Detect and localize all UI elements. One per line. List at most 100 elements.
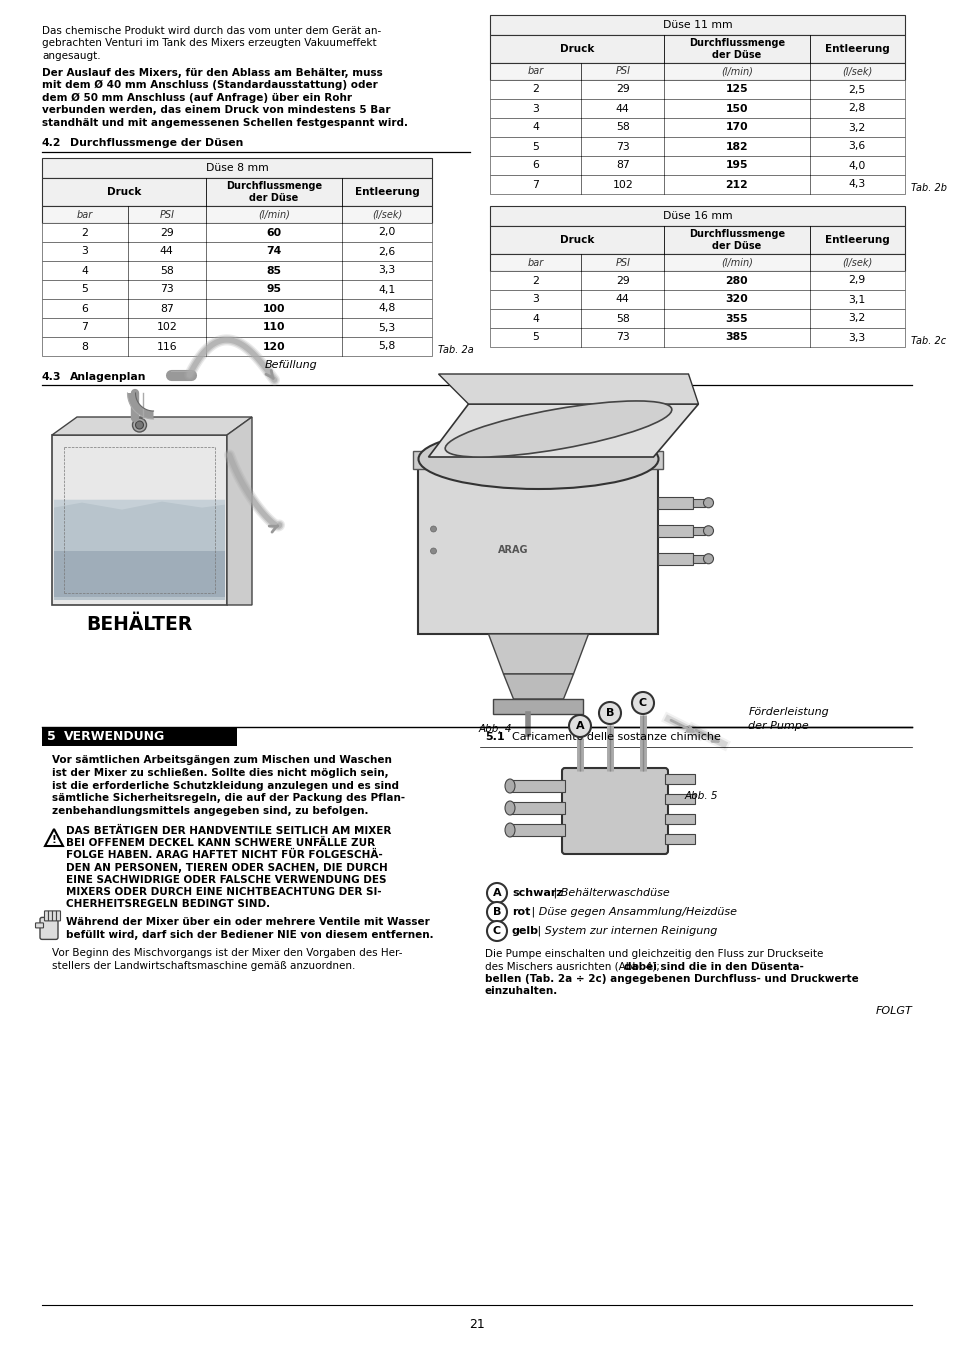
Bar bbox=[42, 207, 432, 223]
Text: 3,6: 3,6 bbox=[848, 142, 865, 151]
Text: 125: 125 bbox=[725, 85, 747, 94]
Bar bbox=[658, 525, 693, 537]
Text: 3,1: 3,1 bbox=[848, 294, 865, 305]
Text: (l/sek): (l/sek) bbox=[841, 258, 871, 267]
Polygon shape bbox=[488, 634, 588, 674]
Bar bbox=[490, 35, 904, 63]
Text: 212: 212 bbox=[725, 180, 747, 189]
Circle shape bbox=[132, 418, 147, 432]
Text: 195: 195 bbox=[725, 161, 747, 170]
Bar bbox=[510, 802, 564, 814]
Bar bbox=[490, 99, 904, 117]
Text: BEHÄLTER: BEHÄLTER bbox=[87, 616, 193, 634]
FancyBboxPatch shape bbox=[56, 911, 60, 921]
FancyBboxPatch shape bbox=[52, 911, 56, 921]
Text: 3,2: 3,2 bbox=[848, 313, 865, 324]
Bar bbox=[490, 290, 904, 309]
Text: 2,5: 2,5 bbox=[848, 85, 865, 94]
Text: (l/min): (l/min) bbox=[720, 66, 752, 77]
Bar bbox=[658, 497, 693, 509]
Bar bbox=[490, 254, 904, 271]
Text: 87: 87 bbox=[616, 161, 629, 170]
Ellipse shape bbox=[445, 401, 671, 458]
Bar bbox=[42, 158, 432, 178]
Text: FOLGE HABEN. ARAG HAFTET NICHT FÜR FOLGESCHÄ-: FOLGE HABEN. ARAG HAFTET NICHT FÜR FOLGE… bbox=[66, 850, 382, 860]
Text: Durchflussmenge der Düsen: Durchflussmenge der Düsen bbox=[70, 138, 243, 148]
Ellipse shape bbox=[504, 824, 515, 837]
FancyBboxPatch shape bbox=[49, 911, 52, 921]
Text: 87: 87 bbox=[160, 304, 173, 313]
Text: 120: 120 bbox=[262, 342, 285, 351]
Text: FOLGT: FOLGT bbox=[874, 1007, 911, 1017]
Polygon shape bbox=[493, 699, 583, 714]
Text: 4,8: 4,8 bbox=[378, 304, 395, 313]
Text: (l/sek): (l/sek) bbox=[841, 66, 871, 77]
Text: 110: 110 bbox=[262, 323, 285, 332]
Text: Caricamento delle sostanze chimiche: Caricamento delle sostanze chimiche bbox=[512, 732, 720, 742]
Text: CHERHEITSREGELN BEDINGT SIND.: CHERHEITSREGELN BEDINGT SIND. bbox=[66, 899, 270, 909]
Text: VERWENDUNG: VERWENDUNG bbox=[64, 730, 165, 744]
Text: Entleerung: Entleerung bbox=[355, 188, 419, 197]
Text: B: B bbox=[605, 707, 614, 718]
Text: DEN AN PERSONEN, TIEREN ODER SACHEN, DIE DURCH: DEN AN PERSONEN, TIEREN ODER SACHEN, DIE… bbox=[66, 863, 387, 872]
Text: 5: 5 bbox=[81, 285, 89, 294]
Text: 4,0: 4,0 bbox=[848, 161, 865, 170]
Text: (l/min): (l/min) bbox=[258, 209, 290, 220]
Text: 74: 74 bbox=[266, 247, 281, 256]
Bar bbox=[490, 63, 904, 80]
Text: | Behälterwaschdüse: | Behälterwaschdüse bbox=[550, 888, 670, 898]
Text: 4.2: 4.2 bbox=[42, 138, 61, 148]
Text: 58: 58 bbox=[616, 123, 629, 132]
Bar bbox=[42, 178, 432, 207]
Polygon shape bbox=[503, 674, 573, 699]
Text: Düse 8 mm: Düse 8 mm bbox=[206, 163, 268, 173]
FancyBboxPatch shape bbox=[52, 435, 227, 605]
Bar bbox=[658, 552, 693, 564]
Bar bbox=[42, 728, 236, 747]
Bar bbox=[42, 319, 432, 338]
Text: (l/sek): (l/sek) bbox=[372, 209, 402, 220]
Text: Abb. 4: Abb. 4 bbox=[478, 724, 512, 734]
Text: 2,0: 2,0 bbox=[378, 228, 395, 238]
Text: 4,3: 4,3 bbox=[848, 180, 865, 189]
Text: 385: 385 bbox=[725, 332, 747, 343]
Text: A: A bbox=[575, 721, 583, 730]
Text: C: C bbox=[493, 926, 500, 936]
Bar bbox=[490, 271, 904, 290]
Text: Anlagenplan: Anlagenplan bbox=[70, 373, 147, 382]
Bar bbox=[42, 338, 432, 356]
Bar bbox=[490, 225, 904, 254]
Text: Durchflussmenge
der Düse: Durchflussmenge der Düse bbox=[688, 228, 784, 251]
Text: Das chemische Produkt wird durch das vom unter dem Gerät an-: Das chemische Produkt wird durch das vom… bbox=[42, 26, 381, 36]
Text: bellen (Tab. 2a ÷ 2c) angegebenen Durchfluss- und Druckwerte: bellen (Tab. 2a ÷ 2c) angegebenen Durchf… bbox=[484, 973, 858, 984]
Text: 29: 29 bbox=[616, 275, 629, 285]
Text: A: A bbox=[492, 888, 500, 898]
Text: 58: 58 bbox=[616, 313, 629, 324]
Text: 3,2: 3,2 bbox=[848, 123, 865, 132]
Text: angesaugt.: angesaugt. bbox=[42, 51, 100, 61]
Bar bbox=[42, 279, 432, 298]
Polygon shape bbox=[128, 393, 153, 418]
Text: 4: 4 bbox=[532, 313, 538, 324]
Text: Der Auslauf des Mixers, für den Ablass am Behälter, muss: Der Auslauf des Mixers, für den Ablass a… bbox=[42, 68, 382, 77]
FancyBboxPatch shape bbox=[45, 911, 49, 921]
Bar bbox=[54, 500, 225, 599]
Text: 182: 182 bbox=[725, 142, 747, 151]
Text: 4: 4 bbox=[81, 266, 89, 275]
Text: 5: 5 bbox=[47, 730, 55, 744]
Text: 5,3: 5,3 bbox=[378, 323, 395, 332]
Text: Tab. 2b: Tab. 2b bbox=[910, 184, 946, 193]
Text: C: C bbox=[639, 698, 646, 707]
Circle shape bbox=[568, 716, 590, 737]
Text: Während der Mixer über ein oder mehrere Ventile mit Wasser: Während der Mixer über ein oder mehrere … bbox=[66, 918, 429, 927]
Bar bbox=[42, 223, 432, 242]
Text: 3,3: 3,3 bbox=[848, 332, 865, 343]
Text: !: ! bbox=[51, 836, 56, 845]
Circle shape bbox=[486, 902, 506, 922]
Text: 7: 7 bbox=[532, 180, 538, 189]
Text: 44: 44 bbox=[616, 104, 629, 113]
Text: dem Ø 50 mm Anschluss (auf Anfrage) über ein Rohr: dem Ø 50 mm Anschluss (auf Anfrage) über… bbox=[42, 93, 352, 103]
Text: Entleerung: Entleerung bbox=[824, 45, 889, 54]
Text: bar: bar bbox=[527, 258, 543, 267]
Text: 5.1: 5.1 bbox=[484, 732, 504, 742]
